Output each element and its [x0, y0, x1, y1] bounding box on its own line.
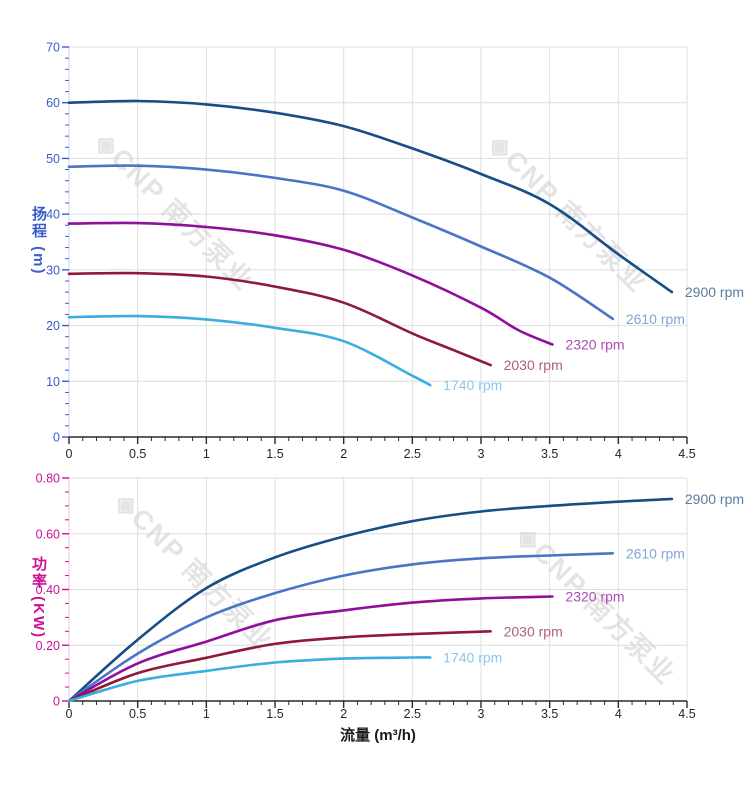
x-tick-label: 0.5 [129, 707, 146, 721]
x-tick-label: 0 [66, 447, 73, 461]
curve-2030-rpm [67, 630, 492, 703]
series-label-2900-rpm: 2900 rpm [685, 491, 744, 507]
watermark: ◈CNP 南方泵业 [89, 125, 261, 297]
x-tick-label: 4 [615, 707, 622, 721]
y-tick-label: 0 [53, 431, 60, 445]
x-tick-label: 4.5 [678, 707, 695, 721]
x-tick-label: 4 [615, 447, 622, 461]
series-label-2030-rpm: 2030 rpm [504, 357, 563, 373]
x-tick-label: 1.5 [266, 447, 283, 461]
y-tick-label: 0 [53, 695, 60, 709]
series-label-1740-rpm: 1740 rpm [443, 377, 502, 393]
x-tick-label: 2.5 [404, 707, 421, 721]
x-tick-label: 3.5 [541, 447, 558, 461]
series-label-1740-rpm: 1740 rpm [443, 650, 502, 666]
x-tick-label: 1.5 [266, 707, 283, 721]
x-tick-label: 2 [340, 447, 347, 461]
x-tick-label: 3.5 [541, 707, 558, 721]
series-label-2610-rpm: 2610 rpm [626, 545, 685, 561]
x-tick-label: 3 [478, 447, 485, 461]
y-tick-label: 0.40 [36, 583, 60, 597]
x-tick-label: 1 [203, 707, 210, 721]
curve-2320-rpm [67, 221, 554, 346]
x-tick-label: 1 [203, 447, 210, 461]
curve-1740-rpm [67, 314, 432, 387]
power-axis-title: 功率 (KW) [30, 556, 47, 640]
curve-1740-rpm [67, 656, 432, 703]
x-tick-label: 0 [66, 707, 73, 721]
y-tick-label: 0.60 [36, 527, 60, 541]
y-tick-label: 0.20 [36, 639, 60, 653]
x-tick-label: 2 [340, 707, 347, 721]
x-tick-label: 3 [478, 707, 485, 721]
curve-2900-rpm [67, 497, 674, 703]
curve-2900-rpm [67, 99, 674, 294]
y-tick-label: 10 [46, 375, 60, 389]
y-tick-label: 60 [46, 96, 60, 110]
x-tick-label: 4.5 [678, 447, 695, 461]
y-tick-label: 70 [46, 41, 60, 55]
curve-2320-rpm [67, 595, 554, 703]
series-label-2320-rpm: 2320 rpm [565, 588, 624, 604]
y-tick-label: 40 [46, 208, 60, 222]
x-tick-label: 2.5 [404, 447, 421, 461]
y-tick-label: 30 [46, 263, 60, 277]
y-tick-label: 50 [46, 152, 60, 166]
watermark: ◈CNP 南方泵业 [483, 127, 655, 299]
watermark: ◈CNP 南方泵业 [109, 485, 281, 657]
series-label-2610-rpm: 2610 rpm [626, 311, 685, 327]
curve-2610-rpm [67, 552, 615, 703]
y-tick-label: 20 [46, 319, 60, 333]
y-tick-label: 0.80 [36, 472, 60, 486]
head-axis-title: 扬程 (m) [30, 206, 47, 276]
series-label-2900-rpm: 2900 rpm [685, 284, 744, 300]
flow-axis-title: 流量 (m³/h) [340, 727, 416, 744]
x-tick-label: 0.5 [129, 447, 146, 461]
series-label-2030-rpm: 2030 rpm [504, 623, 563, 639]
curve-2030-rpm [67, 271, 492, 367]
series-label-2320-rpm: 2320 rpm [565, 337, 624, 353]
curve-2610-rpm [67, 164, 615, 321]
